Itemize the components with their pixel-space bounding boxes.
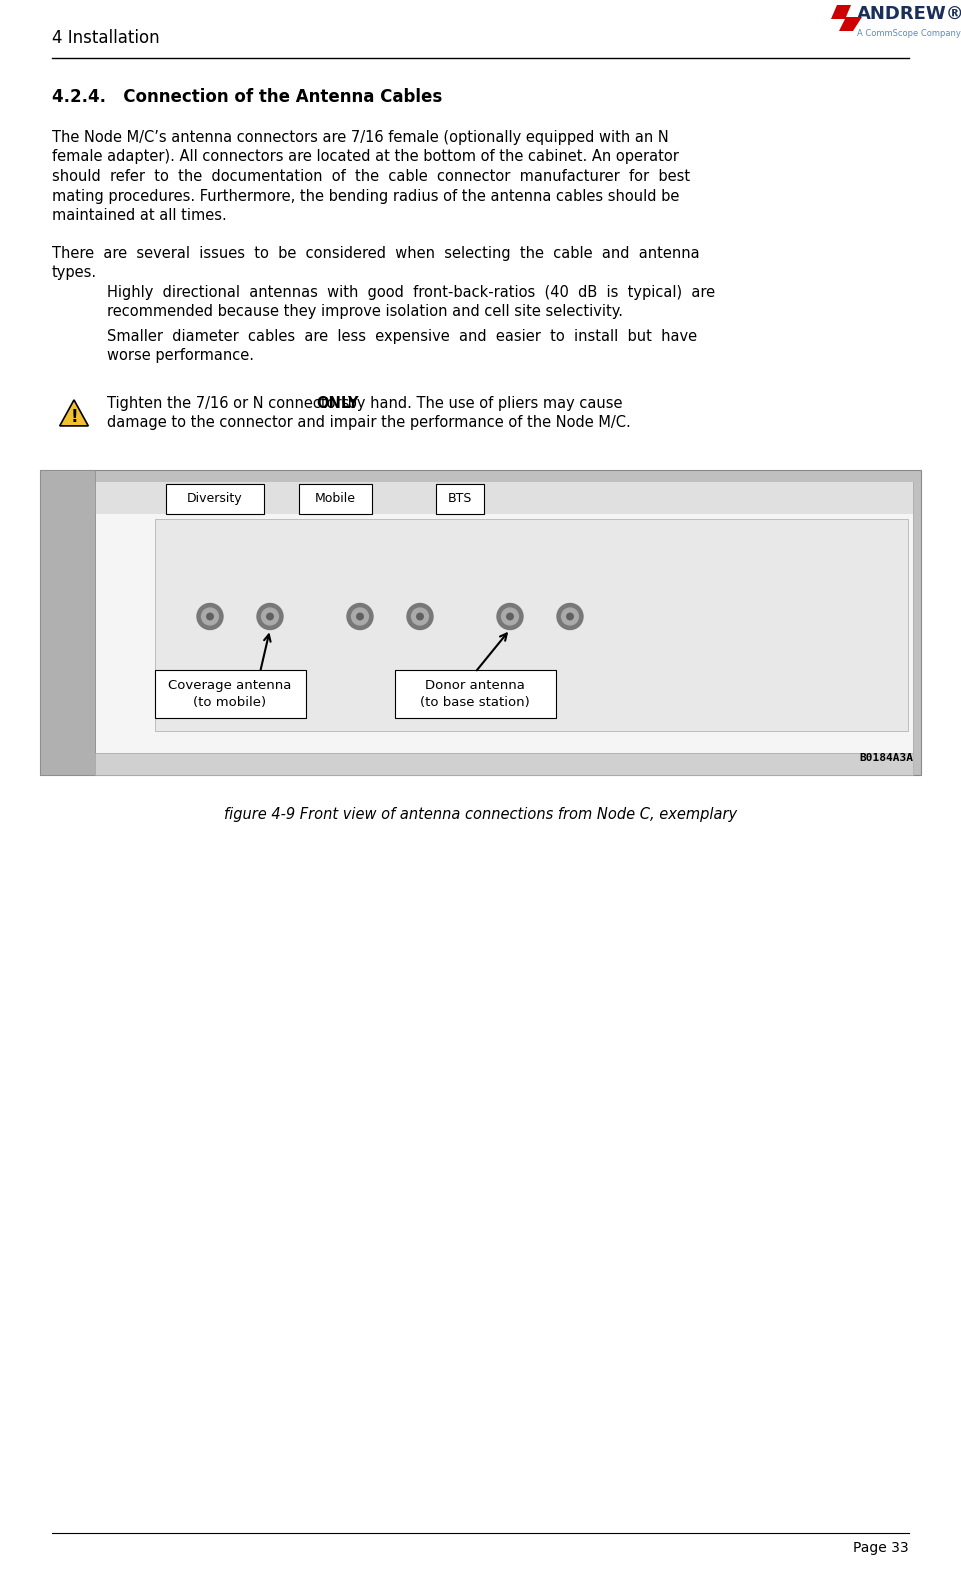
Circle shape — [267, 613, 273, 619]
FancyBboxPatch shape — [95, 482, 913, 513]
Circle shape — [561, 608, 579, 625]
Circle shape — [557, 603, 583, 630]
Polygon shape — [831, 5, 862, 32]
FancyBboxPatch shape — [95, 753, 913, 775]
Text: ONLY: ONLY — [316, 395, 359, 411]
Circle shape — [407, 603, 433, 630]
Text: 4 Installation: 4 Installation — [52, 28, 160, 47]
Text: Coverage antenna
(to mobile): Coverage antenna (to mobile) — [168, 679, 292, 709]
Text: mating procedures. Furthermore, the bending radius of the antenna cables should : mating procedures. Furthermore, the bend… — [52, 189, 679, 203]
FancyBboxPatch shape — [155, 518, 908, 731]
Text: female adapter). All connectors are located at the bottom of the cabinet. An ope: female adapter). All connectors are loca… — [52, 150, 678, 164]
Text: B0184A3A: B0184A3A — [859, 753, 913, 762]
Text: BTS: BTS — [448, 491, 472, 506]
Text: Page 33: Page 33 — [853, 1540, 909, 1555]
Text: Highly  directional  antennas  with  good  front-back-ratios  (40  dB  is  typic: Highly directional antennas with good fr… — [107, 285, 715, 299]
Circle shape — [502, 608, 518, 625]
FancyBboxPatch shape — [436, 484, 483, 513]
Text: Donor antenna
(to base station): Donor antenna (to base station) — [420, 679, 530, 709]
Text: recommended because they improve isolation and cell site selectivity.: recommended because they improve isolati… — [107, 304, 623, 320]
Text: 4.2.4.   Connection of the Antenna Cables: 4.2.4. Connection of the Antenna Cables — [52, 88, 442, 106]
Circle shape — [417, 613, 423, 619]
Text: A CommScope Company: A CommScope Company — [857, 30, 961, 38]
Text: Mobile: Mobile — [314, 491, 356, 506]
FancyBboxPatch shape — [95, 482, 913, 753]
FancyBboxPatch shape — [395, 669, 555, 718]
FancyBboxPatch shape — [165, 484, 264, 513]
Circle shape — [411, 608, 429, 625]
Text: ANDREW®: ANDREW® — [857, 5, 961, 24]
Text: Smaller  diameter  cables  are  less  expensive  and  easier  to  install  but  : Smaller diameter cables are less expensi… — [107, 329, 697, 343]
Circle shape — [261, 608, 279, 625]
Circle shape — [567, 613, 574, 619]
Circle shape — [497, 603, 523, 630]
Circle shape — [357, 613, 363, 619]
FancyBboxPatch shape — [40, 469, 921, 775]
Text: maintained at all times.: maintained at all times. — [52, 208, 227, 224]
Circle shape — [197, 603, 223, 630]
Circle shape — [207, 613, 213, 619]
Text: types.: types. — [52, 265, 97, 280]
Circle shape — [202, 608, 218, 625]
Text: worse performance.: worse performance. — [107, 348, 254, 362]
FancyBboxPatch shape — [40, 469, 95, 775]
FancyBboxPatch shape — [299, 484, 372, 513]
Circle shape — [257, 603, 283, 630]
FancyBboxPatch shape — [155, 669, 306, 718]
Text: There  are  several  issues  to  be  considered  when  selecting  the  cable  an: There are several issues to be considere… — [52, 246, 700, 260]
Text: by hand. The use of pliers may cause: by hand. The use of pliers may cause — [343, 395, 623, 411]
Text: figure 4-9 Front view of antenna connections from Node C, exemplary: figure 4-9 Front view of antenna connect… — [224, 806, 737, 822]
Text: damage to the connector and impair the performance of the Node M/C.: damage to the connector and impair the p… — [107, 414, 630, 430]
Circle shape — [352, 608, 368, 625]
Polygon shape — [60, 400, 88, 425]
Text: Diversity: Diversity — [187, 491, 243, 506]
Text: Tighten the 7/16 or N connectors: Tighten the 7/16 or N connectors — [107, 395, 354, 411]
Text: The Node M/C’s antenna connectors are 7/16 female (optionally equipped with an N: The Node M/C’s antenna connectors are 7/… — [52, 131, 669, 145]
Circle shape — [347, 603, 373, 630]
Circle shape — [506, 613, 513, 619]
Text: !: ! — [70, 408, 78, 425]
Text: should  refer  to  the  documentation  of  the  cable  connector  manufacturer  : should refer to the documentation of the… — [52, 169, 690, 184]
